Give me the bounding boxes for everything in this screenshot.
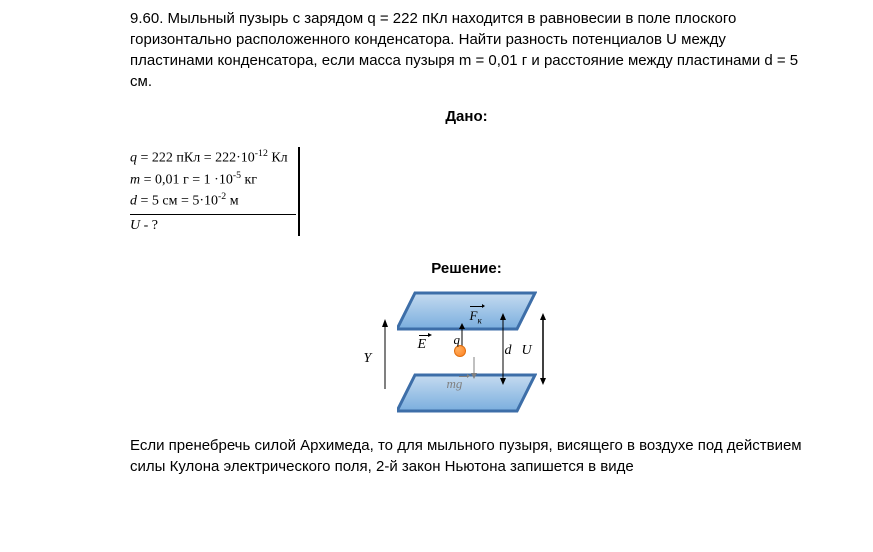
- bottom-plate: [397, 373, 537, 413]
- problem-text: 9.60. Мыльный пузырь с зарядом q = 222 п…: [130, 10, 798, 90]
- mg-arrow: [470, 357, 478, 385]
- explanation-p1: Если пренебречь силой Архимеда, то для м…: [130, 437, 802, 475]
- given-divider: [298, 147, 300, 236]
- given-title: Дано:: [130, 106, 803, 127]
- given-line-m: m = 0,01 г = 1 ·10-5 кг: [130, 169, 296, 191]
- given-line-u: U - ?: [130, 215, 296, 236]
- y-axis-arrow: [380, 319, 390, 395]
- u-label: U: [522, 341, 532, 361]
- e-field-label: E: [418, 335, 427, 355]
- given-block: q = 222 пКл = 222·10-12 Кл m = 0,01 г = …: [130, 147, 296, 236]
- u-arrow: [539, 313, 547, 391]
- given-line-d: d = 5 см = 5·10-2 м: [130, 190, 296, 215]
- charge-label: q: [454, 331, 461, 349]
- figure-container: Y: [130, 287, 803, 423]
- d-label: d: [505, 341, 512, 361]
- capacitor-figure: Y: [342, 287, 592, 417]
- given-line-q: q = 222 пКл = 222·10-12 Кл: [130, 147, 296, 169]
- problem-statement: 9.60. Мыльный пузырь с зарядом q = 222 п…: [130, 8, 803, 92]
- top-plate: [397, 291, 537, 331]
- solution-title: Решение:: [130, 258, 803, 279]
- y-axis-label: Y: [364, 349, 372, 369]
- fk-label: Fк: [470, 307, 482, 327]
- explanation-text: Если пренебречь силой Архимеда, то для м…: [130, 435, 803, 477]
- mg-label: mg: [447, 375, 463, 393]
